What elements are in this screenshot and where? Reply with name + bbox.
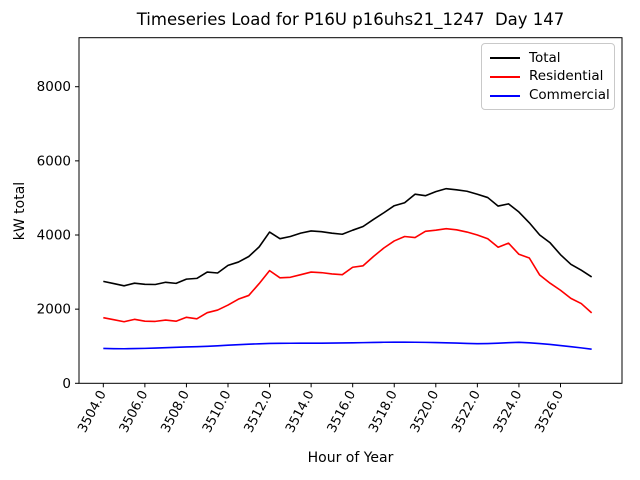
residential-line	[103, 227, 593, 323]
x-tick-label: 3524.0	[491, 388, 526, 435]
x-axis-label: Hour of Year	[307, 450, 394, 466]
chart-title: Timeseries Load for P16U p16uhs21_1247 D…	[136, 10, 565, 29]
legend-item-total: Total	[490, 49, 606, 68]
x-tick-label: 3504.0	[75, 388, 110, 435]
x-tick-label: 3506.0	[117, 388, 152, 435]
legend-line-sample-commercial	[490, 94, 520, 97]
y-tick-label: 4000	[37, 228, 71, 244]
y-tick-label: 6000	[37, 153, 71, 169]
legend: Total Residential Commercial	[481, 43, 615, 110]
x-tick-label: 3522.0	[449, 388, 484, 435]
legend-item-residential: Residential	[490, 68, 606, 87]
x-tick-label: 3526.0	[532, 388, 567, 435]
legend-line-sample-total	[490, 57, 520, 60]
y-tick-label: 2000	[37, 302, 71, 318]
total-line	[103, 187, 593, 287]
commercial-line	[103, 341, 592, 350]
legend-label-total: Total	[529, 49, 561, 66]
series-lines	[103, 187, 593, 350]
x-tick-label: 3508.0	[158, 388, 193, 435]
y-tick-label: 0	[62, 376, 71, 392]
x-axis-ticks: 3504.0 3506.0 3508.0 3510.0 3512.0 3514.0 3516…	[75, 383, 567, 435]
x-tick-label: 3512.0	[241, 388, 276, 435]
x-tick-label: 3518.0	[366, 388, 401, 435]
legend-item-commercial: Commercial	[490, 86, 610, 105]
y-tick-label: 8000	[37, 79, 71, 95]
x-tick-label: 3514.0	[283, 388, 318, 435]
legend-label-residential: Residential	[529, 68, 604, 85]
legend-line-sample-residential	[490, 76, 520, 78]
y-axis-ticks: 0 2000 4000 6000 8000	[37, 79, 79, 392]
x-tick-label: 3510.0	[200, 388, 235, 435]
x-tick-label: 3516.0	[325, 388, 360, 435]
axes-frame	[78, 37, 623, 384]
legend-label-commercial: Commercial	[529, 86, 610, 103]
x-tick-label: 3520.0	[408, 388, 443, 435]
